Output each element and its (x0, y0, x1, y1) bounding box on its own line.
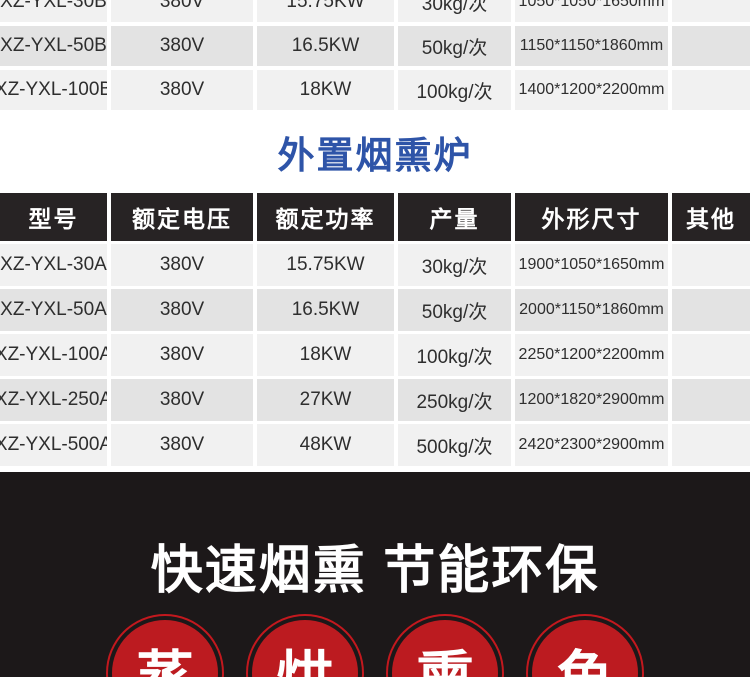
page-title: 外置烟熏炉 (277, 135, 473, 176)
cell-other (672, 379, 750, 421)
cell-capacity: 500kg/次 (398, 424, 511, 466)
cell-capacity: 50kg/次 (398, 26, 511, 66)
cell-model: XZ-YXL-100A (0, 334, 107, 376)
header-other: 其他 (672, 193, 750, 241)
cell-voltage: 380V (111, 0, 253, 22)
cell-power: 48KW (257, 424, 394, 466)
table-row: XZ-YXL-500A 380V 48KW 500kg/次 2420*2300*… (0, 424, 750, 466)
cell-model: XZ-YXL-50A (0, 289, 107, 331)
table-row: XZ-YXL-100A 380V 18KW 100kg/次 2250*1200*… (0, 334, 750, 376)
cell-power: 18KW (257, 70, 394, 110)
cell-voltage: 380V (111, 334, 253, 376)
table-row: XZ-YXL-250A 380V 27KW 250kg/次 1200*1820*… (0, 379, 750, 421)
table-row: XZ-YXL-30A 380V 15.75KW 30kg/次 1900*1050… (0, 244, 750, 286)
cell-model: XZ-YXL-30B (0, 0, 107, 22)
cell-other (672, 334, 750, 376)
badge-label: 熏 (416, 631, 474, 677)
header-model: 型号 (0, 193, 107, 241)
cell-capacity: 100kg/次 (398, 70, 511, 110)
banner-heading: 快速烟熏 节能环保 (150, 542, 600, 600)
feature-badge-bake: 烘 (252, 620, 358, 677)
table-row: XZ-YXL-30B 380V 15.75KW 30kg/次 1050*1050… (0, 0, 750, 22)
feature-badge-fish: 鱼 (532, 620, 638, 677)
cell-model: XZ-YXL-500A (0, 424, 107, 466)
feature-badge-smoke: 熏 (392, 620, 498, 677)
cell-size: 2420*2300*2900mm (515, 424, 668, 466)
cell-voltage: 380V (111, 244, 253, 286)
cell-voltage: 380V (111, 424, 253, 466)
cell-model: XZ-YXL-30A (0, 244, 107, 286)
cell-power: 16.5KW (257, 26, 394, 66)
cell-capacity: 30kg/次 (398, 244, 511, 286)
cell-voltage: 380V (111, 379, 253, 421)
cell-size: 1050*1050*1650mm (515, 0, 668, 22)
header-size: 外形尺寸 (515, 193, 668, 241)
spec-table-internal: XZ-YXL-30B 380V 15.75KW 30kg/次 1050*1050… (0, 0, 750, 111)
cell-model: XZ-YXL-250A (0, 379, 107, 421)
title-section: 外置烟熏炉 (0, 111, 750, 193)
cell-size: 1900*1050*1650mm (515, 244, 668, 286)
feature-badge-steam: 蒸 (112, 620, 218, 677)
cell-power: 16.5KW (257, 289, 394, 331)
cell-capacity: 50kg/次 (398, 289, 511, 331)
header-voltage: 额定电压 (111, 193, 253, 241)
table-row: XZ-YXL-50A 380V 16.5KW 50kg/次 2000*1150*… (0, 289, 750, 331)
cell-capacity: 250kg/次 (398, 379, 511, 421)
cell-size: 2000*1150*1860mm (515, 289, 668, 331)
cell-size: 2250*1200*2200mm (515, 334, 668, 376)
cell-voltage: 380V (111, 70, 253, 110)
cell-other (672, 424, 750, 466)
table-header-row: 型号 额定电压 额定功率 产量 外形尺寸 其他 (0, 193, 750, 241)
cell-power: 15.75KW (257, 0, 394, 22)
cell-size: 1400*1200*2200mm (515, 70, 668, 110)
cell-other (672, 70, 750, 110)
cell-voltage: 380V (111, 289, 253, 331)
badge-label: 鱼 (556, 631, 614, 677)
badge-label: 烘 (276, 631, 334, 677)
promo-banner: 快速烟熏 节能环保 蒸 烘 熏 鱼 (0, 472, 750, 677)
header-power: 额定功率 (257, 193, 394, 241)
cell-model: XZ-YXL-100B (0, 70, 107, 110)
badge-label: 蒸 (136, 631, 194, 677)
cell-power: 18KW (257, 334, 394, 376)
cell-voltage: 380V (111, 26, 253, 66)
cell-other (672, 0, 750, 22)
cell-power: 15.75KW (257, 244, 394, 286)
cell-size: 1200*1820*2900mm (515, 379, 668, 421)
table-row: XZ-YXL-50B 380V 16.5KW 50kg/次 1150*1150*… (0, 26, 750, 66)
cell-power: 27KW (257, 379, 394, 421)
spec-table-external: 型号 额定电压 额定功率 产量 外形尺寸 其他 XZ-YXL-30A 380V … (0, 193, 750, 466)
header-capacity: 产量 (398, 193, 511, 241)
table-row: XZ-YXL-100B 380V 18KW 100kg/次 1400*1200*… (0, 70, 750, 110)
cell-other (672, 244, 750, 286)
cell-model: XZ-YXL-50B (0, 26, 107, 66)
cell-other (672, 26, 750, 66)
cell-capacity: 30kg/次 (398, 0, 511, 22)
cell-capacity: 100kg/次 (398, 334, 511, 376)
cell-size: 1150*1150*1860mm (515, 26, 668, 66)
cell-other (672, 289, 750, 331)
